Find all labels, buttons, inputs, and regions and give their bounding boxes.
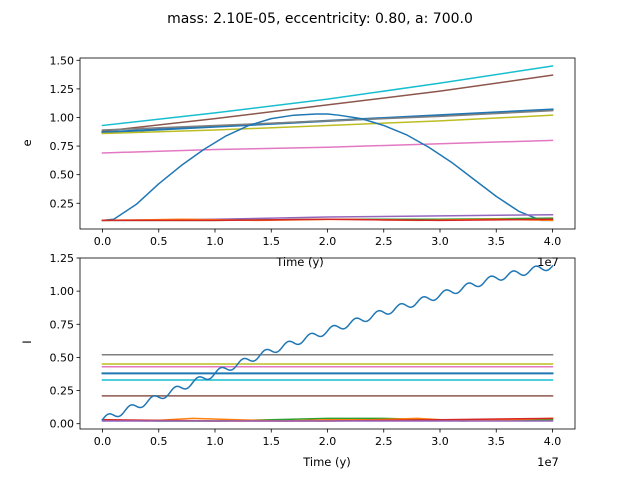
x-tick-label: 2.0	[319, 435, 337, 448]
eccentricity-xlabel: Time (y)	[275, 255, 324, 269]
x-tick-label: 1.5	[263, 235, 281, 248]
inclination-xlabel: Time (y)	[302, 455, 351, 469]
inclination-ylabel: I	[20, 340, 34, 343]
x-tick-label: 3.0	[431, 435, 449, 448]
y-tick-label: 1.25	[50, 252, 75, 265]
x-tick-label: 1.5	[263, 435, 281, 448]
series-line-3	[101, 109, 554, 131]
series-group	[101, 65, 554, 222]
x-tick-label: 0.5	[150, 435, 168, 448]
series-group	[101, 264, 554, 422]
y-tick-label: 1.50	[50, 54, 75, 67]
figure-suptitle: mass: 2.10E-05, eccentricity: 0.80, a: 7…	[167, 11, 473, 27]
x-tick-label: 4.0	[544, 235, 562, 248]
x-tick-label: 3.5	[488, 235, 506, 248]
y-tick-label: 1.00	[50, 111, 75, 124]
y-tick-label: 1.25	[50, 83, 75, 96]
x-tick-label: 2.5	[375, 235, 393, 248]
x-tick-label: 3.5	[488, 435, 506, 448]
series-line-10	[101, 218, 554, 222]
series-line-4	[101, 114, 554, 135]
eccentricity-ylabel: e	[20, 139, 34, 146]
y-tick-label: 0.50	[50, 351, 75, 364]
x-tick-label: 0.0	[94, 435, 112, 448]
series-line-6	[101, 113, 554, 222]
y-tick-label: 0.75	[50, 140, 75, 153]
x-tick-label: 3.0	[431, 235, 449, 248]
x-tick-label: 1.0	[206, 435, 224, 448]
inclination-plot: Time (y) 1e7 I 0.0 0.5 1.0 1.5 2.0 2.5 3.0 3.5 4…	[20, 252, 576, 469]
y-tick-label: 0.25	[50, 197, 75, 210]
x-tick-label: 4.0	[544, 435, 562, 448]
inclination-x-offset: 1e7	[537, 455, 559, 469]
x-tick-label: 2.5	[375, 435, 393, 448]
x-tick-label: 1.0	[206, 235, 224, 248]
x-tick-label: 0.0	[94, 235, 112, 248]
x-tick-label: 2.0	[319, 235, 337, 248]
y-tick-label: 0.00	[50, 418, 75, 431]
y-tick-label: 0.75	[50, 318, 75, 331]
axes-frame	[79, 57, 576, 230]
eccentricity-plot: Time (y) 1e7 e 0.0 0.5 1.0 1.5 2.0 2.5 3.0 3.5 4…	[20, 54, 576, 269]
series-line-10	[101, 264, 554, 421]
series-line-1	[101, 74, 554, 133]
eccentricity-x-offset: 1e7	[537, 255, 559, 269]
axes-frame	[79, 257, 576, 430]
y-tick-label: 0.25	[50, 385, 75, 398]
y-tick-label: 0.50	[50, 169, 75, 182]
x-tick-label: 0.5	[150, 235, 168, 248]
y-tick-label: 1.00	[50, 285, 75, 298]
series-line-0	[101, 65, 554, 127]
series-line-5	[101, 139, 554, 154]
